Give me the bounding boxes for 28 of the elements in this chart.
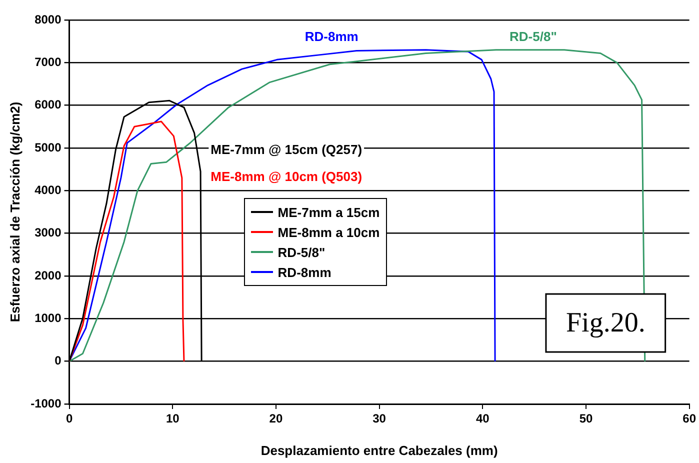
y-tick-label: 1000 [34, 310, 62, 325]
annotation: Fig.20. [566, 307, 646, 338]
x-tick-label: 60 [682, 412, 696, 426]
y-tick-label: 3000 [34, 226, 62, 240]
y-axis-title: Esfuerzo axial de Tracción (kg/cm2) [7, 102, 22, 322]
y-tick-label: 2000 [34, 268, 62, 282]
x-tick-label: 20 [269, 412, 283, 426]
annotation: RD-8mm [304, 28, 358, 44]
legend-label: ME-7mm a 15cm [278, 204, 380, 220]
legend-label: ME-8mm a 10cm [278, 224, 380, 240]
annotation: RD-5/8" [510, 28, 557, 44]
y-tick-label: 0 [54, 354, 62, 368]
y-tick-label: -1000 [30, 396, 62, 410]
y-tick-label: 4000 [34, 182, 62, 197]
x-tick-label: 40 [476, 412, 490, 426]
annotation: ME-7mm @ 15cm (Q257) [210, 142, 362, 158]
x-tick-label: 30 [372, 412, 386, 426]
y-tick-label: 8000 [34, 12, 62, 26]
x-axis-title: Desplazamiento entre Cabezales (mm) [260, 442, 498, 458]
x-tick-label: 10 [166, 412, 180, 426]
legend-label: RD-8mm [278, 264, 332, 280]
legend-label: RD-5/8" [278, 244, 326, 260]
annotation: ME-8mm @ 10cm (Q503) [210, 169, 362, 184]
y-tick-label: 5000 [34, 140, 62, 154]
y-tick-label: 6000 [34, 98, 62, 112]
x-tick-label: 50 [579, 412, 593, 426]
x-tick-label: 0 [66, 412, 73, 426]
y-tick-label: 7000 [34, 54, 62, 69]
